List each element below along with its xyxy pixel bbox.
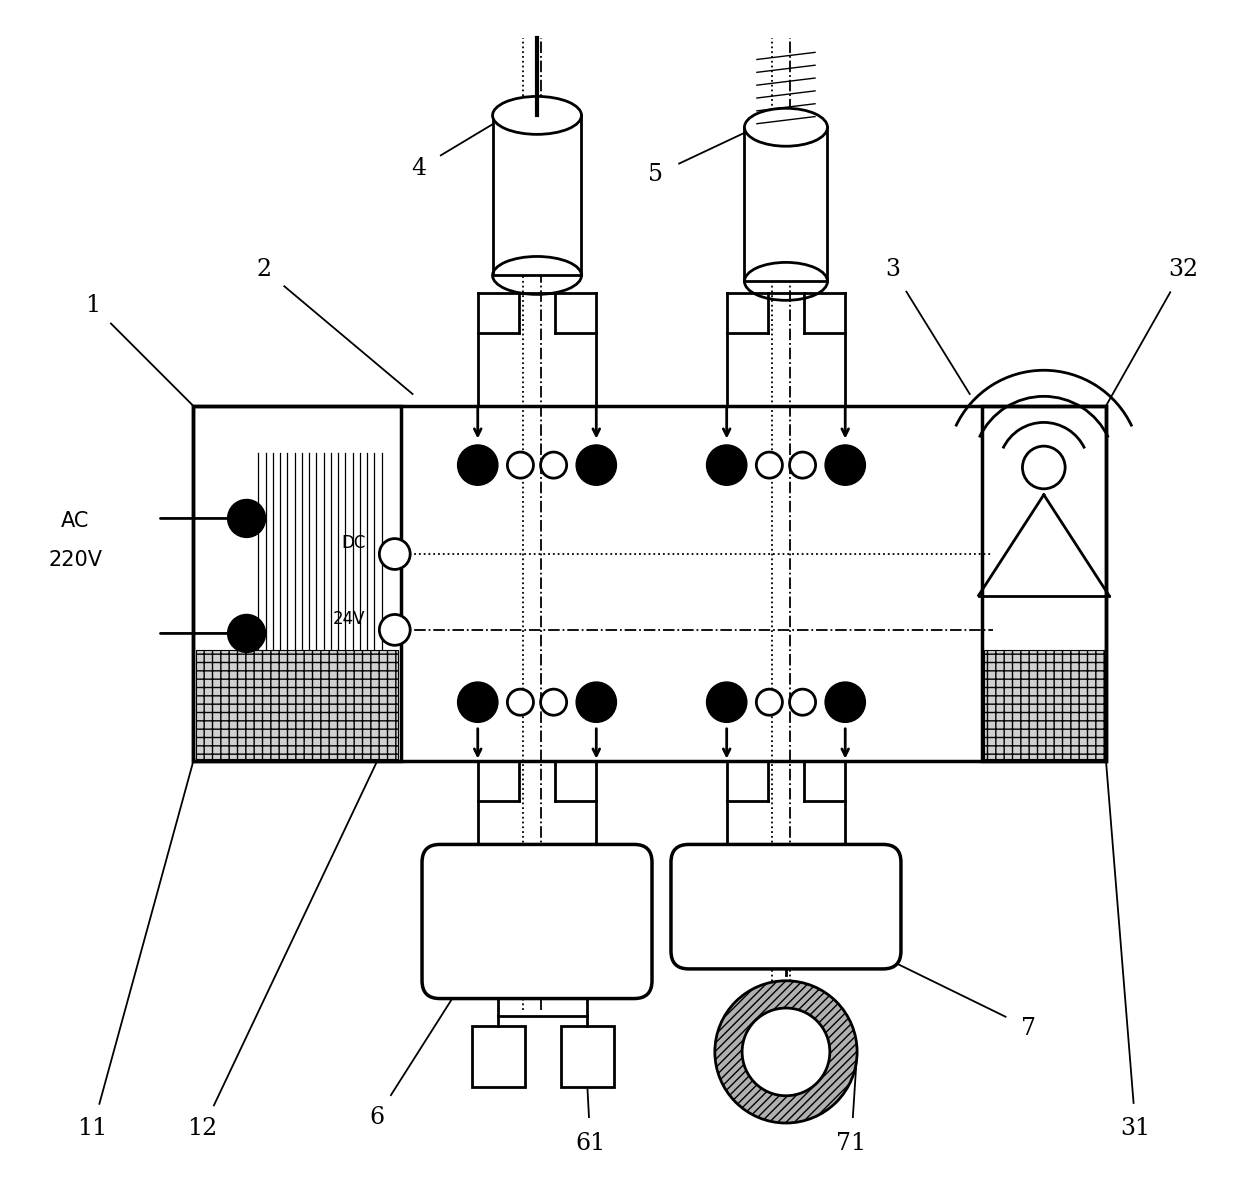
Text: 3: 3 bbox=[885, 258, 900, 281]
Ellipse shape bbox=[744, 108, 827, 146]
Circle shape bbox=[228, 615, 265, 653]
Ellipse shape bbox=[492, 96, 582, 135]
Bar bbox=[560, 1025, 614, 1087]
Circle shape bbox=[507, 690, 533, 716]
Circle shape bbox=[228, 499, 265, 537]
Bar bbox=[983, 650, 1104, 759]
Text: 5: 5 bbox=[649, 163, 663, 186]
Text: 1: 1 bbox=[84, 293, 100, 317]
Bar bbox=[193, 406, 1106, 761]
Text: 61: 61 bbox=[575, 1131, 605, 1155]
Circle shape bbox=[825, 682, 866, 723]
Text: 24V: 24V bbox=[334, 610, 366, 628]
Circle shape bbox=[714, 980, 857, 1123]
Circle shape bbox=[379, 615, 410, 646]
Circle shape bbox=[541, 690, 567, 716]
Bar bbox=[471, 1025, 526, 1087]
Bar bbox=[492, 116, 582, 275]
Circle shape bbox=[756, 690, 782, 716]
FancyBboxPatch shape bbox=[671, 844, 901, 969]
Circle shape bbox=[458, 445, 498, 485]
Text: AC: AC bbox=[61, 511, 89, 531]
Circle shape bbox=[577, 445, 616, 485]
Text: 71: 71 bbox=[836, 1131, 867, 1155]
Text: 31: 31 bbox=[1121, 1117, 1151, 1141]
Circle shape bbox=[507, 453, 533, 478]
Text: 7: 7 bbox=[1022, 1017, 1037, 1040]
Circle shape bbox=[790, 690, 816, 716]
Circle shape bbox=[541, 453, 567, 478]
Bar bbox=[193, 406, 401, 761]
Circle shape bbox=[707, 682, 746, 723]
Circle shape bbox=[756, 453, 782, 478]
Circle shape bbox=[458, 682, 498, 723]
Text: 12: 12 bbox=[187, 1117, 218, 1141]
Bar bbox=[982, 406, 1106, 761]
Bar bbox=[744, 127, 827, 281]
Text: 220V: 220V bbox=[48, 550, 103, 569]
Circle shape bbox=[790, 453, 816, 478]
Text: 6: 6 bbox=[370, 1105, 384, 1129]
Circle shape bbox=[379, 538, 410, 569]
Circle shape bbox=[742, 1008, 830, 1096]
FancyBboxPatch shape bbox=[422, 844, 652, 998]
Text: 2: 2 bbox=[257, 258, 272, 281]
Circle shape bbox=[577, 682, 616, 723]
Text: 32: 32 bbox=[1168, 258, 1198, 281]
Circle shape bbox=[707, 445, 746, 485]
Text: DC: DC bbox=[341, 534, 366, 553]
Text: 4: 4 bbox=[410, 157, 427, 180]
Bar bbox=[196, 650, 398, 759]
Text: 11: 11 bbox=[77, 1117, 108, 1141]
Circle shape bbox=[825, 445, 866, 485]
